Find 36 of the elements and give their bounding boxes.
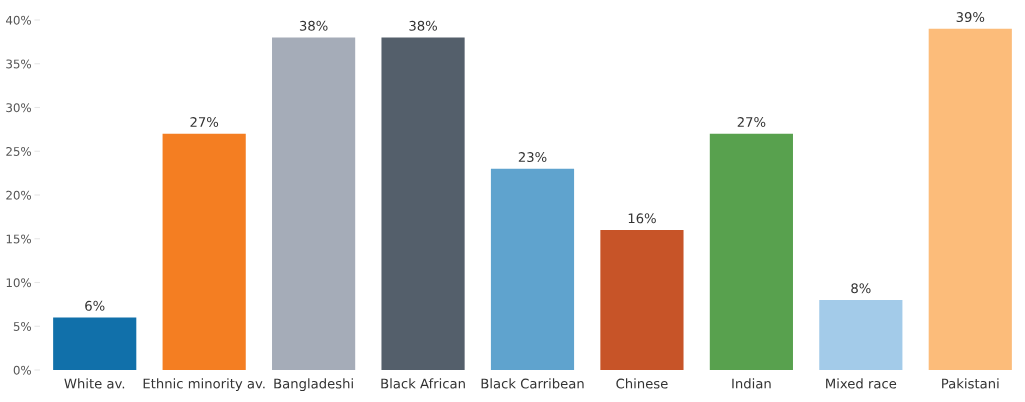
- bar: [381, 37, 465, 370]
- y-tick-label: 15%: [6, 234, 32, 244]
- data-label: 38%: [409, 20, 437, 31]
- bar: [272, 37, 356, 370]
- bar: [162, 133, 246, 370]
- data-label: 16%: [628, 213, 656, 224]
- x-tick-label: Indian: [732, 378, 771, 389]
- data-label: 8%: [851, 283, 871, 294]
- bar: [600, 230, 684, 370]
- y-tick-label: 20%: [6, 190, 32, 200]
- bar: [928, 28, 1012, 370]
- bar: [490, 168, 575, 370]
- y-tick-label: 0%: [13, 365, 32, 375]
- data-label: 39%: [956, 12, 985, 23]
- x-tick-label: Pakistani: [942, 378, 999, 389]
- data-label: 38%: [299, 20, 328, 31]
- x-tick-label: Black African: [381, 378, 465, 389]
- bar: [709, 133, 793, 370]
- y-tick-label: 5%: [13, 321, 32, 331]
- y-tick-label: 40%: [6, 15, 32, 25]
- bar: [819, 300, 903, 370]
- bar: [53, 317, 137, 370]
- x-tick-label: Black Carribean: [481, 378, 584, 389]
- data-label: 23%: [518, 152, 547, 163]
- x-tick-label: Mixed race: [826, 378, 897, 389]
- x-tick-label: White av.: [64, 378, 125, 389]
- x-tick-label: Ethnic minority av.: [143, 378, 265, 392]
- y-tick-label: 30%: [6, 103, 32, 113]
- data-label: 6%: [85, 300, 105, 311]
- data-label: 27%: [190, 117, 219, 128]
- data-label: 27%: [737, 117, 766, 128]
- x-tick-label: Chinese: [616, 378, 668, 389]
- y-tick-label: 35%: [6, 59, 32, 69]
- y-tick-label: 10%: [6, 278, 32, 288]
- x-tick-label: Bangladeshi: [274, 378, 353, 392]
- y-tick-label: 25%: [6, 146, 32, 156]
